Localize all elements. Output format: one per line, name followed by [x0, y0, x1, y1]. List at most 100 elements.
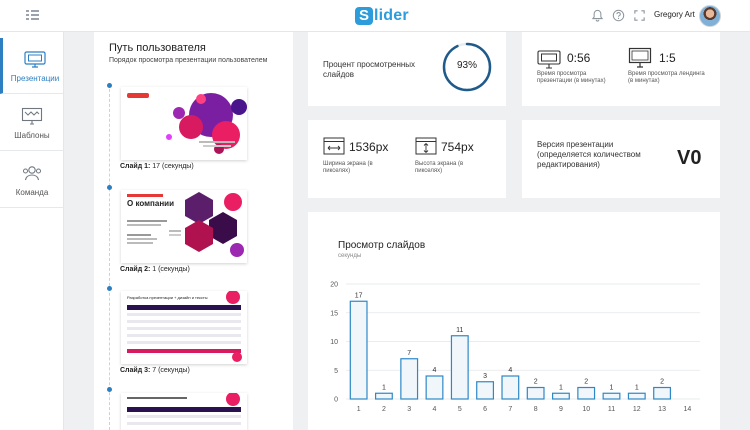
screen-width-icon — [323, 137, 345, 155]
slide-caption-seconds: 17 (секунды) — [150, 163, 194, 170]
data-label: 7 — [407, 350, 411, 357]
data-label: 2 — [660, 379, 664, 386]
y-tick-label: 20 — [330, 282, 338, 289]
presentation-icon — [24, 51, 46, 68]
slide-preview-graphic — [121, 393, 247, 430]
y-tick-label: 15 — [330, 310, 338, 317]
y-tick-label: 10 — [330, 339, 338, 346]
landing-time-value: 1:5 — [659, 51, 676, 65]
menu-icon[interactable] — [26, 10, 39, 20]
bar — [450, 335, 469, 400]
viewed-percent-ring — [442, 42, 492, 92]
data-label: 1 — [382, 384, 386, 391]
slide-caption-2: Слайд 2: 1 (секунды) — [120, 266, 190, 273]
y-tick-label: 0 — [334, 397, 338, 404]
bar — [526, 386, 545, 400]
x-tick-label: 11 — [608, 406, 615, 413]
version-card: Версия презентации (определяется количес… — [522, 120, 720, 198]
fullscreen-icon[interactable] — [633, 9, 646, 22]
presentation-icon — [537, 50, 561, 69]
sidebar-item-label: Команда — [15, 188, 49, 197]
sidebar-item-presentations[interactable]: Презентации — [0, 38, 64, 94]
avatar[interactable] — [699, 5, 721, 27]
bar — [501, 375, 520, 400]
screen-width-value: 1536px — [349, 140, 389, 154]
slide-caption-number: Слайд 3: — [120, 367, 151, 374]
slide-thumbnail-4[interactable] — [121, 393, 247, 430]
bar — [602, 392, 621, 400]
timeline-line — [109, 84, 110, 430]
logo-text: lider — [374, 7, 409, 24]
bar — [551, 392, 570, 400]
slide-preview-graphic — [121, 291, 247, 364]
x-tick-label: 8 — [534, 406, 538, 413]
data-label: 1 — [559, 384, 563, 391]
bar — [400, 358, 419, 400]
screen-height-label: Высота экрана (в пикселях) — [415, 161, 464, 174]
data-label: 11 — [456, 327, 463, 334]
data-label: 2 — [584, 379, 588, 386]
user-name[interactable]: Gregory Art — [654, 10, 695, 19]
sidebar: Презентации Шаблоны Команда — [0, 32, 64, 430]
slide-caption-seconds: 1 (секунды) — [150, 266, 190, 273]
x-tick-label: 3 — [407, 406, 411, 413]
x-tick-label: 1 — [357, 406, 361, 413]
screen-size-card: 1536px Ширина экрана (в пикселях) 754px … — [308, 120, 506, 198]
chart-title: Просмотр слайдов — [338, 240, 426, 251]
data-label: 1 — [635, 384, 639, 391]
view-time-label: Время просмотра презентации (в минутах) — [537, 71, 606, 84]
sidebar-item-team[interactable]: Команда — [0, 152, 64, 208]
sidebar-item-templates[interactable]: Шаблоны — [0, 95, 64, 151]
x-tick-label: 10 — [582, 406, 590, 413]
screen-width-label: Ширина экрана (в пикселях) — [323, 161, 373, 174]
version-value: V0 — [677, 147, 702, 169]
data-label: 1 — [610, 384, 614, 391]
x-tick-label: 5 — [458, 406, 462, 413]
help-icon[interactable] — [612, 9, 625, 22]
slide-thumbnail-3[interactable]: Разработка презентации + дизайн и тексты — [121, 291, 247, 364]
slide-caption-3: Слайд 3: 7 (секунды) — [120, 367, 190, 374]
x-tick-label: 13 — [658, 406, 666, 413]
data-label: 4 — [433, 367, 437, 374]
bar — [374, 392, 393, 400]
x-tick-label: 9 — [559, 406, 563, 413]
viewed-percent-card: Процент просмотренных слайдов 93% — [308, 32, 506, 106]
slide-thumbnail-1[interactable] — [121, 87, 247, 160]
view-time-value: 0:56 — [567, 51, 591, 65]
slide-caption-number: Слайд 1: — [120, 163, 151, 170]
bar — [577, 386, 596, 400]
slide-preview-graphic — [121, 190, 247, 263]
journey-subtitle: Порядок просмотра презентации пользовате… — [109, 57, 268, 64]
view-time-card: 0:56 Время просмотра презентации (в мину… — [522, 32, 720, 106]
data-label: 17 — [355, 292, 363, 299]
landing-time-label: Время просмотра лендинга (в минутах) — [628, 71, 705, 84]
bar — [476, 381, 495, 400]
sidebar-item-label: Шаблоны — [14, 131, 50, 140]
slide-thumbnail-2[interactable]: О компании — [121, 190, 247, 263]
timeline-dot — [107, 83, 112, 88]
journey-title: Путь пользователя — [109, 42, 206, 54]
monitor-icon — [628, 47, 652, 68]
y-tick-label: 5 — [334, 368, 338, 375]
bar — [425, 375, 444, 400]
team-icon — [23, 166, 41, 181]
slide-caption-number: Слайд 2: — [120, 266, 151, 273]
app-logo[interactable]: S lider — [355, 6, 409, 26]
slide-preview-graphic — [121, 87, 247, 160]
x-tick-label: 7 — [508, 406, 512, 413]
bar — [653, 386, 672, 400]
data-label: 4 — [508, 367, 512, 374]
screen-height-icon — [415, 137, 437, 155]
data-label: 3 — [483, 373, 487, 380]
bar — [627, 392, 646, 400]
viewed-percent-label: Процент просмотренных слайдов — [323, 60, 416, 79]
bar-chart: 0510152017112734411536472819210111112213… — [330, 282, 700, 413]
timeline-dot — [107, 387, 112, 392]
data-label: 2 — [534, 379, 538, 386]
bell-icon[interactable] — [591, 9, 604, 22]
logo-badge: S — [355, 7, 373, 25]
timeline-dot — [107, 185, 112, 190]
template-icon — [21, 107, 43, 125]
version-label: Версия презентации (определяется количес… — [537, 140, 641, 169]
slide-caption-1: Слайд 1: 17 (секунды) — [120, 163, 194, 170]
